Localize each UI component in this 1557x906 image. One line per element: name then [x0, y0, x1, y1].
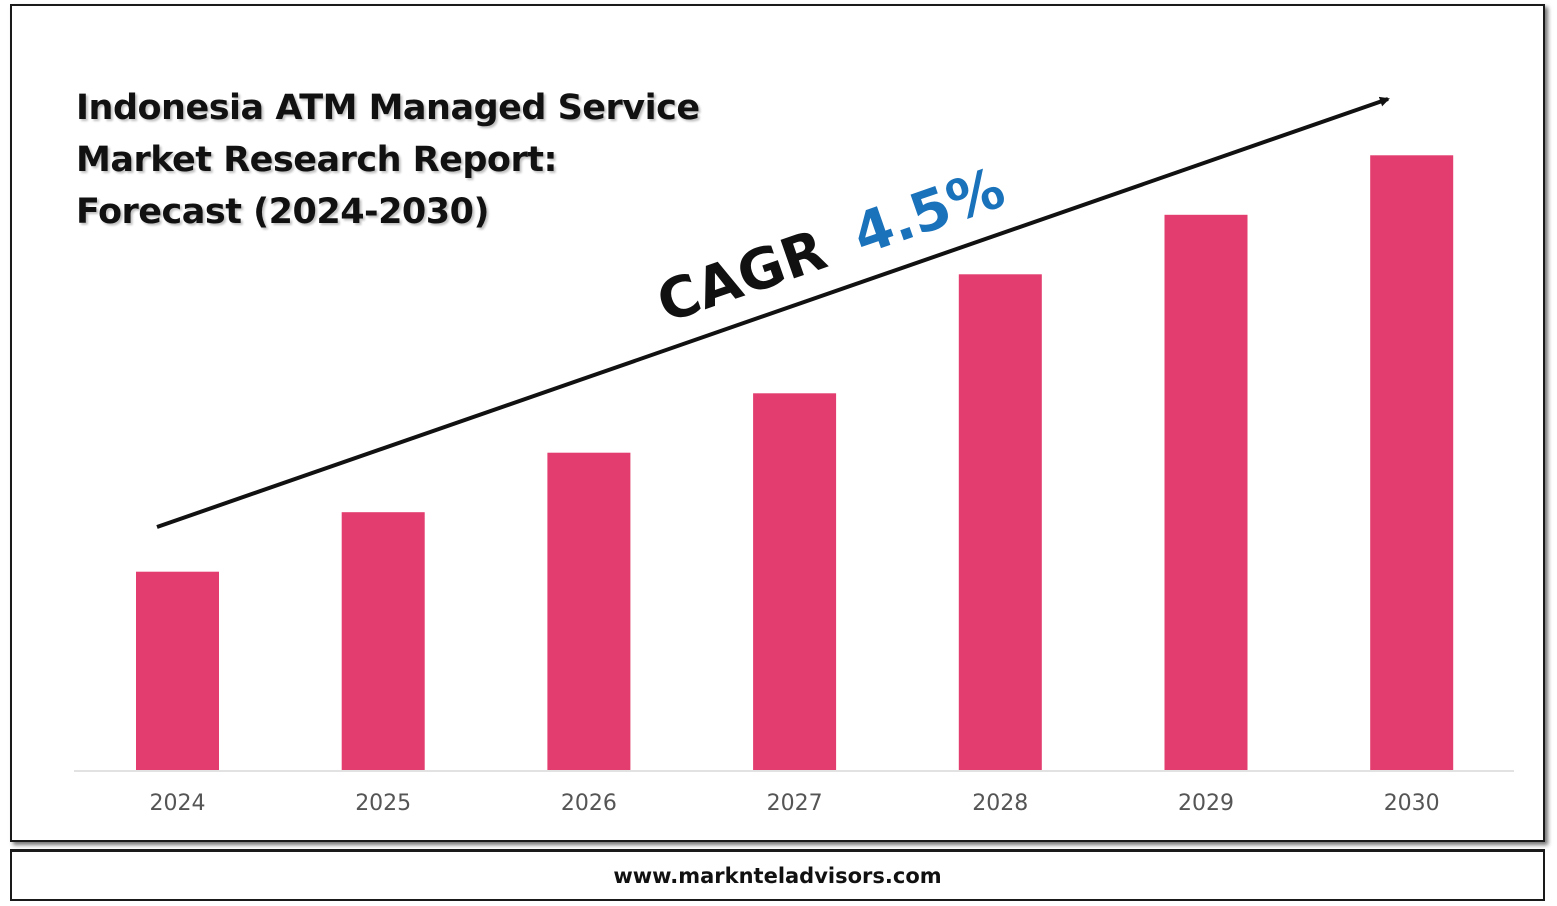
cagr-value: 4.5%: [845, 156, 1013, 268]
footer-bar: www.marknteladvisors.com: [10, 849, 1545, 901]
footer-url: www.marknteladvisors.com: [613, 864, 942, 888]
bar-2027: [753, 393, 837, 770]
x-tick-label-2030: 2030: [1384, 791, 1440, 816]
bar-2025: [341, 512, 425, 770]
bar-chart: 2024 2025 2026 2027 2028 2029 2030 CAGR 4.5%: [74, 96, 1514, 816]
bar-2030: [1370, 155, 1454, 771]
x-tick-label-2026: 2026: [561, 791, 617, 816]
bars-group: [136, 155, 1454, 771]
chart-title: Indonesia ATM Managed Service Market Res…: [76, 88, 700, 232]
bar-2028: [958, 274, 1042, 770]
x-tick-label-2027: 2027: [767, 791, 823, 816]
bar-2029: [1164, 214, 1248, 771]
x-tick-labels: 2024 2025 2026 2027 2028 2029 2030: [150, 791, 1440, 816]
x-tick-label-2028: 2028: [972, 791, 1028, 816]
x-tick-label-2025: 2025: [355, 791, 411, 816]
bar-2024: [136, 571, 219, 770]
x-tick-label-2024: 2024: [150, 791, 206, 816]
trend-arrow: [156, 96, 1390, 529]
cagr-annotation: CAGR 4.5%: [649, 156, 1013, 337]
cagr-label: CAGR: [649, 218, 834, 336]
bar-2026: [547, 452, 631, 770]
x-tick-label-2029: 2029: [1178, 791, 1234, 816]
